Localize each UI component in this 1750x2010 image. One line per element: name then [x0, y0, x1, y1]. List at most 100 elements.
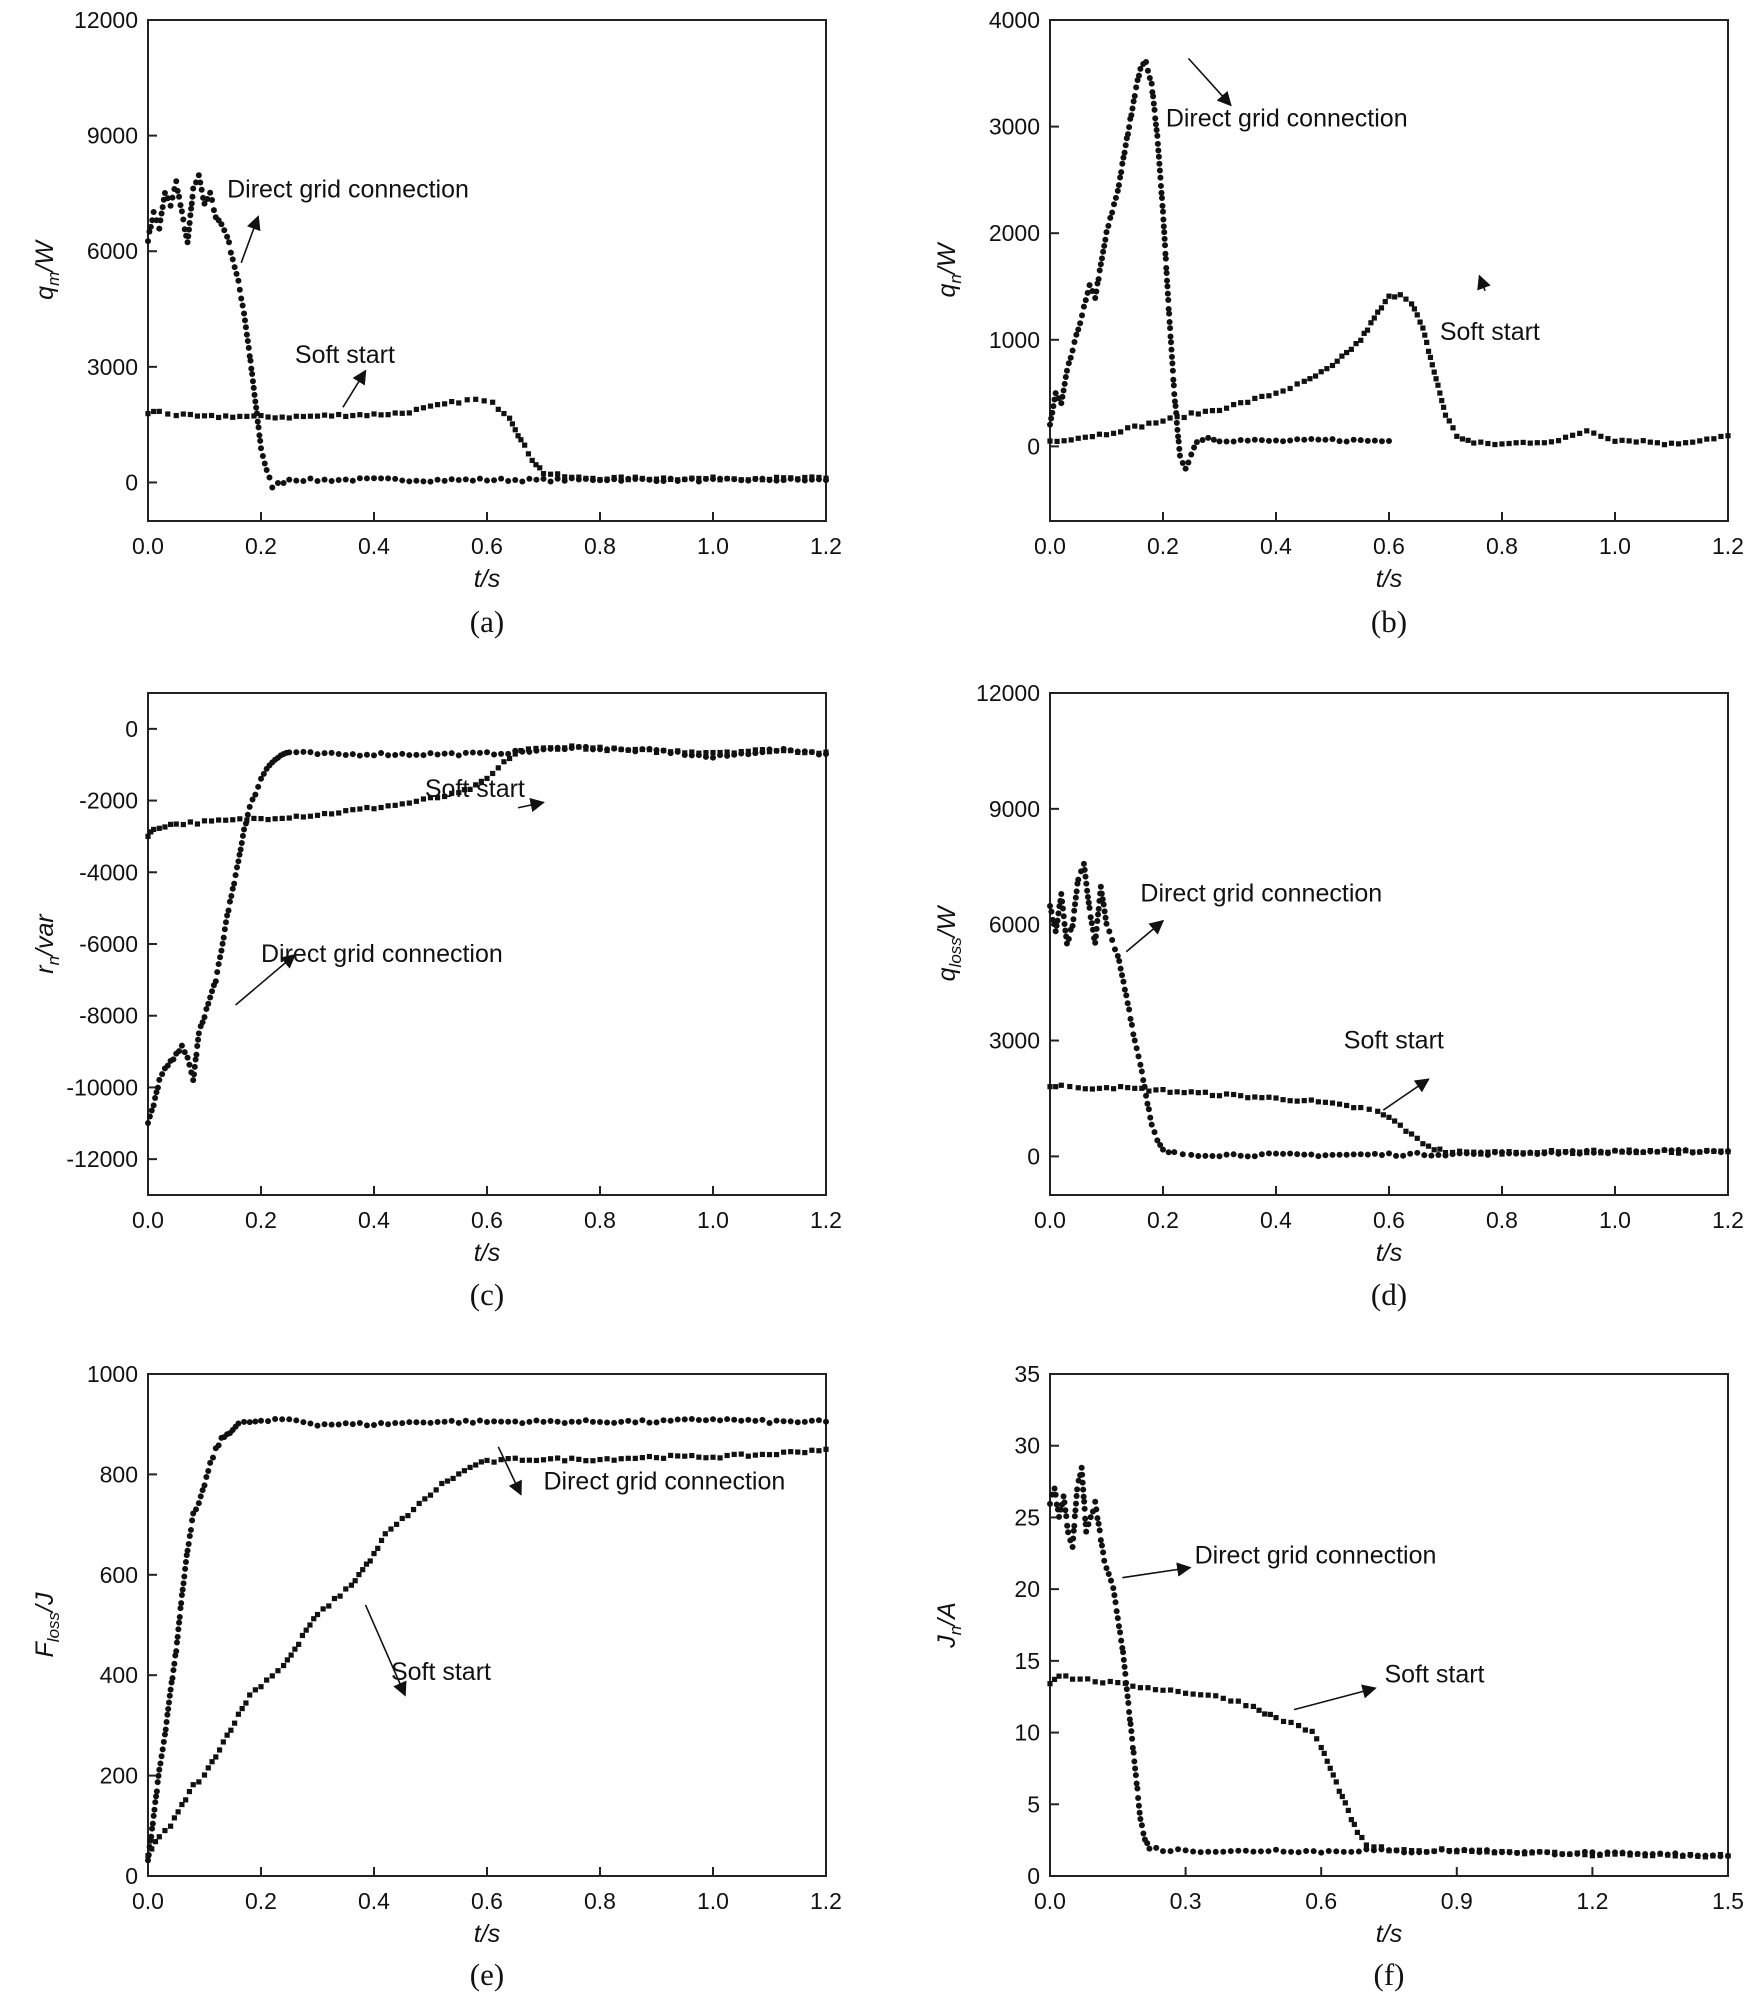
panel-caption: (d) [1371, 1277, 1407, 1312]
data-point [710, 754, 716, 761]
data-point [1171, 391, 1178, 398]
panel-caption: (e) [470, 1957, 504, 1992]
data-point [1127, 1015, 1134, 1022]
data-point [1114, 1615, 1121, 1622]
data-point [1133, 1780, 1140, 1787]
data-point [201, 1772, 208, 1778]
data-point [1216, 1093, 1223, 1099]
data-point [1182, 1847, 1189, 1854]
data-point [1162, 242, 1169, 249]
data-point [254, 418, 261, 425]
data-point [1072, 1507, 1079, 1514]
data-point [1195, 411, 1201, 417]
data-point [342, 476, 349, 483]
data-point [178, 1600, 185, 1607]
data-point [1259, 1095, 1265, 1101]
data-point [448, 476, 455, 483]
data-point [1371, 1150, 1378, 1157]
data-point [604, 476, 610, 482]
data-point [190, 1077, 197, 1084]
data-point [498, 750, 505, 757]
data-point [518, 747, 524, 754]
data-point [224, 1732, 230, 1738]
x-tick-label: 0.2 [245, 1207, 277, 1233]
data-point [352, 1578, 358, 1584]
data-point [216, 1747, 223, 1753]
data-point [422, 1496, 428, 1502]
data-point [178, 1592, 185, 1599]
data-point [1157, 174, 1164, 181]
x-tick-label: 0.0 [132, 1207, 164, 1233]
data-point [759, 477, 766, 483]
data-point [336, 810, 342, 816]
data-point [1435, 382, 1441, 388]
plot-frame [1049, 1373, 1729, 1877]
data-point [696, 1454, 702, 1460]
data-point [1598, 1150, 1604, 1156]
data-point [1054, 438, 1060, 444]
data-point [823, 475, 829, 481]
data-point [1075, 876, 1082, 883]
data-point [1168, 339, 1175, 346]
data-point [1357, 1151, 1364, 1158]
data-point [1420, 1141, 1426, 1147]
data-point [1324, 1758, 1330, 1764]
data-point [170, 1056, 177, 1063]
data-point [375, 1545, 381, 1551]
data-point [169, 1675, 176, 1682]
data-point [1151, 1129, 1158, 1136]
data-point [575, 1418, 582, 1425]
data-point [1117, 965, 1124, 972]
data-point [1158, 194, 1165, 201]
data-point [1100, 248, 1107, 255]
data-point [194, 821, 201, 827]
data-point [249, 371, 256, 378]
annotation-arrow [1293, 1684, 1377, 1711]
y-label-rest: /W [933, 904, 961, 939]
data-point [1344, 349, 1350, 356]
data-point [473, 782, 479, 788]
data-point [1198, 1692, 1204, 1698]
data-point [745, 1453, 751, 1459]
data-point [286, 415, 292, 421]
data-point [1121, 149, 1128, 156]
x-tick-label: 0.4 [358, 1207, 390, 1233]
data-point [439, 1480, 445, 1487]
data-point [1050, 403, 1057, 410]
data-point [1160, 216, 1167, 223]
data-point [1188, 1151, 1195, 1158]
data-point [1361, 330, 1367, 336]
data-point [1079, 1471, 1086, 1478]
data-point [759, 1451, 766, 1458]
data-point [293, 749, 300, 756]
data-point [145, 1120, 151, 1127]
data-point [604, 747, 610, 754]
data-point [590, 745, 596, 751]
data-point [1223, 1091, 1230, 1097]
data-point [149, 1825, 156, 1832]
data-point [329, 413, 335, 419]
data-point [1047, 421, 1053, 428]
data-point [1163, 269, 1170, 276]
data-point [288, 1652, 294, 1658]
data-point [186, 1788, 193, 1795]
data-point [405, 1513, 411, 1519]
data-point [1146, 1845, 1153, 1852]
data-point [1294, 1151, 1301, 1158]
x-axis-label: t/s [1376, 565, 1402, 593]
data-point [248, 365, 255, 372]
data-point [1073, 331, 1080, 338]
data-point [1598, 433, 1604, 439]
data-point [555, 1455, 561, 1461]
data-point [1152, 1687, 1159, 1693]
data-point [1082, 1515, 1089, 1522]
data-point [299, 1632, 306, 1639]
data-point [399, 801, 405, 807]
data-point [667, 1417, 674, 1424]
data-point [1049, 409, 1056, 416]
data-point [1085, 899, 1092, 906]
y-axis-label: qn/W [933, 241, 965, 297]
data-point [258, 775, 264, 782]
data-point [1348, 1817, 1354, 1823]
data-point [1085, 1521, 1092, 1528]
